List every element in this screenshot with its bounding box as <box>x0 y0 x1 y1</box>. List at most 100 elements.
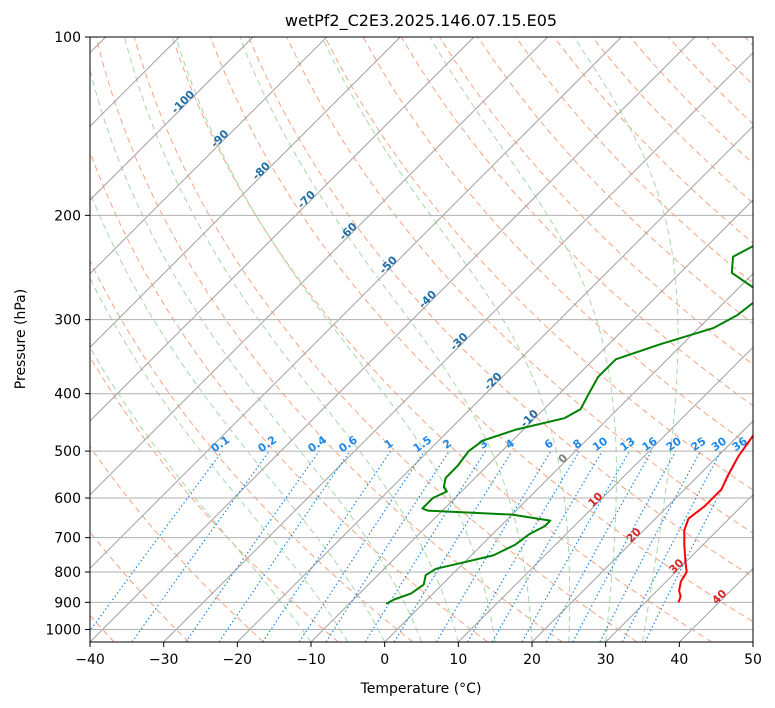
dry-adiabat <box>515 37 753 284</box>
dry-adiabat <box>171 37 712 642</box>
chart-title: wetPf2_C2E3.2025.146.07.15.E05 <box>285 11 557 31</box>
isotherm <box>384 272 753 642</box>
isotherm-label: -60 <box>337 220 360 243</box>
y-tick-label: 700 <box>54 531 81 547</box>
moist-adiabat <box>90 277 349 642</box>
dry-adiabat <box>324 37 753 491</box>
dry-adiabat <box>286 37 753 534</box>
isotherm-label: -20 <box>481 370 504 393</box>
x-tick-label: 30 <box>597 652 615 668</box>
background-lines <box>90 37 753 642</box>
isotherm <box>90 37 401 349</box>
dry-adiabat <box>744 37 753 47</box>
moist-adiabat <box>90 346 312 642</box>
y-tick-label: 600 <box>54 491 81 507</box>
mixing-ratio-line <box>545 450 653 642</box>
mixing-ratio-line <box>185 450 320 642</box>
mixing-ratio-line <box>572 450 677 642</box>
mixing-ratio-label: 0.1 <box>209 433 232 455</box>
mixing-ratio-line <box>393 450 513 642</box>
moist-adiabat <box>429 37 617 642</box>
x-tick-label: 10 <box>449 652 467 668</box>
plot-frame <box>89 36 754 643</box>
dry-adiabat <box>553 37 753 244</box>
dry-adiabat <box>706 37 753 86</box>
mixing-ratio-line <box>644 450 743 642</box>
x-tick-label: 0 <box>380 652 389 668</box>
mixing-ratio-line <box>364 450 486 642</box>
dry-adiabat <box>90 445 264 642</box>
mixing-ratio-line <box>218 450 351 642</box>
y-tick-label: 100 <box>54 30 81 46</box>
moist-adiabat <box>239 37 533 642</box>
profile-series <box>385 245 753 605</box>
isotherm <box>90 37 254 201</box>
moist-adiabat <box>124 37 459 642</box>
y-tick-label: 300 <box>54 313 81 329</box>
mixing-ratio-line <box>521 450 631 642</box>
isotherm <box>457 346 753 642</box>
isotherm <box>90 37 549 496</box>
isotherm <box>310 199 753 642</box>
dry-adiabat <box>90 150 488 642</box>
mixing-ratio-label: 6 <box>542 437 556 452</box>
isotherm-label: -30 <box>447 330 470 353</box>
moist-adiabat <box>321 37 571 642</box>
x-tick-label: −10 <box>296 652 326 668</box>
y-tick-label: 200 <box>54 208 81 224</box>
y-tick-label: 900 <box>54 595 81 611</box>
dry-adiabat <box>133 37 638 642</box>
y-tick-label: 1000 <box>45 622 81 638</box>
mixing-ratio-line <box>131 450 270 642</box>
isotherm <box>605 493 753 642</box>
isotherm <box>531 420 753 642</box>
isotherm-label: 10 <box>586 490 606 510</box>
mixing-ratio-label: 2 <box>440 437 454 452</box>
x-axis-label: Temperature (°C) <box>360 681 482 697</box>
pressure-gridlines <box>90 37 753 630</box>
mixing-ratio-label: 0.4 <box>306 433 330 455</box>
x-tick-label: −40 <box>75 652 105 668</box>
y-axis-ticks: 100 200 300 400 500 600 700 800 900 1000 <box>45 30 90 638</box>
isotherm-label: -70 <box>295 188 318 211</box>
x-tick-label: −30 <box>149 652 179 668</box>
mixing-ratio-line <box>466 450 580 642</box>
isotherm <box>752 641 753 642</box>
mixing-ratio-line <box>325 450 450 642</box>
isotherm-label: 40 <box>709 587 729 607</box>
moist-adiabat <box>175 37 496 642</box>
dry-adiabat <box>90 259 414 642</box>
isotherm-label: 20 <box>624 525 644 545</box>
x-tick-label: 20 <box>523 652 541 668</box>
isotherm <box>90 37 328 275</box>
y-tick-label: 400 <box>54 387 81 403</box>
isotherm-label: -100 <box>169 87 198 116</box>
dry-adiabat <box>95 37 563 642</box>
x-axis-ticks: −40 −30 −20 −10 0 10 20 30 40 50 <box>75 642 762 668</box>
y-tick-label: 800 <box>54 565 81 581</box>
temperature-profile <box>677 433 753 603</box>
y-axis-label: Pressure (hPa) <box>13 289 29 389</box>
dewpoint-profile <box>385 245 753 605</box>
mixing-ratio-line <box>298 450 425 642</box>
isotherm-label: 30 <box>666 556 686 576</box>
isotherm <box>90 37 475 422</box>
isotherm-label: -40 <box>416 288 439 311</box>
x-tick-label: 50 <box>744 652 762 668</box>
isotherm <box>163 51 753 642</box>
isotherm <box>90 37 622 570</box>
x-tick-label: −20 <box>223 652 253 668</box>
y-tick-label: 500 <box>54 444 81 460</box>
moist-adiabat <box>573 37 679 642</box>
mixing-ratio-line <box>262 450 392 642</box>
moist-adiabat <box>90 67 422 642</box>
isotherm <box>236 125 753 642</box>
x-tick-label: 40 <box>670 652 688 668</box>
dry-adiabat <box>248 37 753 578</box>
isotherm-label: -50 <box>377 253 400 276</box>
moist-adiabat <box>90 190 386 642</box>
mixing-ratio-line <box>435 450 552 642</box>
dry-adiabat <box>591 37 753 204</box>
dry-adiabat <box>90 356 339 642</box>
